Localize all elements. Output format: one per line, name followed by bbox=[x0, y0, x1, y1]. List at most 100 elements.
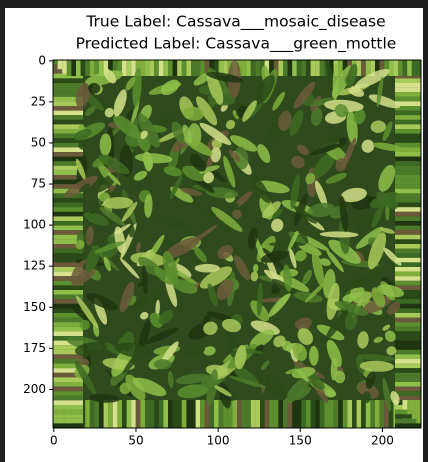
edge-streak bbox=[227, 400, 233, 428]
leaf bbox=[153, 359, 172, 370]
edge-streak bbox=[53, 119, 83, 125]
leaf bbox=[308, 202, 336, 218]
leaf bbox=[228, 375, 267, 389]
leaf bbox=[225, 327, 238, 360]
leaf bbox=[371, 202, 385, 228]
edge-streak bbox=[53, 326, 83, 332]
edge-streak bbox=[395, 253, 421, 258]
edge-streak bbox=[395, 119, 421, 125]
leaf bbox=[74, 360, 96, 395]
edge-streak bbox=[94, 400, 99, 428]
leaf bbox=[199, 266, 233, 289]
x-tick-label: 100 bbox=[207, 434, 230, 448]
leaf bbox=[140, 311, 149, 320]
edge-streak bbox=[80, 60, 86, 76]
leaf bbox=[296, 368, 309, 382]
edge-streak bbox=[370, 400, 375, 428]
edge-streak bbox=[395, 423, 421, 428]
leaf bbox=[72, 268, 96, 287]
edge-streak bbox=[296, 60, 302, 76]
edge-streak bbox=[395, 165, 421, 171]
edge-streak bbox=[416, 60, 421, 76]
leaf bbox=[340, 187, 367, 203]
edge-streak bbox=[260, 400, 265, 428]
leaf bbox=[294, 250, 307, 262]
edge-streak bbox=[395, 303, 421, 309]
leaf bbox=[75, 158, 86, 180]
edge-streak bbox=[395, 248, 421, 254]
edge-streak bbox=[395, 418, 421, 424]
edge-streak bbox=[53, 414, 83, 419]
edge-streak bbox=[71, 60, 76, 76]
leaf bbox=[206, 71, 244, 83]
edge-streak bbox=[108, 60, 113, 76]
edge-streak bbox=[395, 202, 421, 208]
edge-streak bbox=[163, 400, 168, 428]
edge-streak bbox=[395, 363, 421, 369]
leaf bbox=[283, 264, 292, 292]
edge-streak bbox=[395, 345, 421, 350]
leaf bbox=[208, 97, 217, 108]
edge-streak bbox=[395, 377, 421, 382]
edge-streak bbox=[103, 60, 109, 76]
leaf bbox=[201, 208, 226, 227]
edge-streak bbox=[416, 400, 421, 428]
edge-streak bbox=[158, 60, 164, 76]
edge-streak bbox=[53, 147, 83, 152]
leaf bbox=[359, 360, 395, 372]
leaf bbox=[342, 293, 360, 302]
leaf bbox=[242, 100, 257, 122]
edge-streak bbox=[135, 400, 141, 428]
edge-streak bbox=[218, 60, 224, 76]
edge-streak bbox=[269, 400, 274, 428]
edge-streak bbox=[117, 400, 122, 428]
edge-streak bbox=[66, 60, 72, 76]
leaf bbox=[203, 321, 218, 335]
leaf bbox=[153, 266, 174, 285]
edge-streak bbox=[53, 142, 83, 148]
leaf bbox=[125, 76, 136, 91]
leaf bbox=[311, 250, 325, 287]
edge-streak bbox=[395, 170, 421, 175]
plant-image bbox=[53, 60, 421, 428]
leaf bbox=[382, 121, 393, 142]
leaf bbox=[160, 79, 180, 96]
edge-streak bbox=[204, 60, 210, 76]
edge-streak bbox=[53, 175, 83, 180]
edge-streak bbox=[395, 340, 421, 346]
leaf bbox=[221, 318, 242, 333]
edge-streak bbox=[53, 165, 83, 171]
edge-streak bbox=[407, 400, 412, 428]
edge-streak bbox=[53, 253, 83, 258]
edge-streak bbox=[361, 60, 366, 76]
edge-streak bbox=[53, 239, 83, 244]
leaf bbox=[304, 280, 328, 303]
edge-streak bbox=[379, 400, 385, 428]
edge-streak bbox=[395, 73, 421, 79]
edge-streak bbox=[53, 179, 83, 185]
leaf bbox=[335, 158, 347, 172]
edge-streak bbox=[53, 110, 83, 116]
leaf bbox=[377, 284, 405, 298]
leaf bbox=[289, 248, 297, 269]
edge-streak bbox=[232, 400, 237, 428]
edge-streak bbox=[85, 60, 90, 76]
edge-streak bbox=[402, 60, 408, 76]
edge-streak bbox=[329, 400, 334, 428]
leaf bbox=[75, 82, 91, 108]
leaf bbox=[180, 188, 203, 196]
edge-streak bbox=[395, 299, 421, 304]
edge-streak bbox=[53, 152, 83, 157]
edge-streak bbox=[53, 303, 83, 309]
edge-streak bbox=[145, 400, 150, 428]
edge-streak bbox=[168, 400, 173, 428]
edge-streak bbox=[395, 225, 421, 231]
edge-streak bbox=[53, 345, 83, 350]
edge-streak bbox=[158, 400, 164, 428]
x-tick-label: 150 bbox=[289, 434, 312, 448]
leaf bbox=[113, 89, 127, 117]
edge-streak bbox=[395, 395, 421, 401]
edge-streak bbox=[361, 400, 366, 428]
edge-streak bbox=[395, 152, 421, 157]
leaf bbox=[382, 377, 392, 412]
